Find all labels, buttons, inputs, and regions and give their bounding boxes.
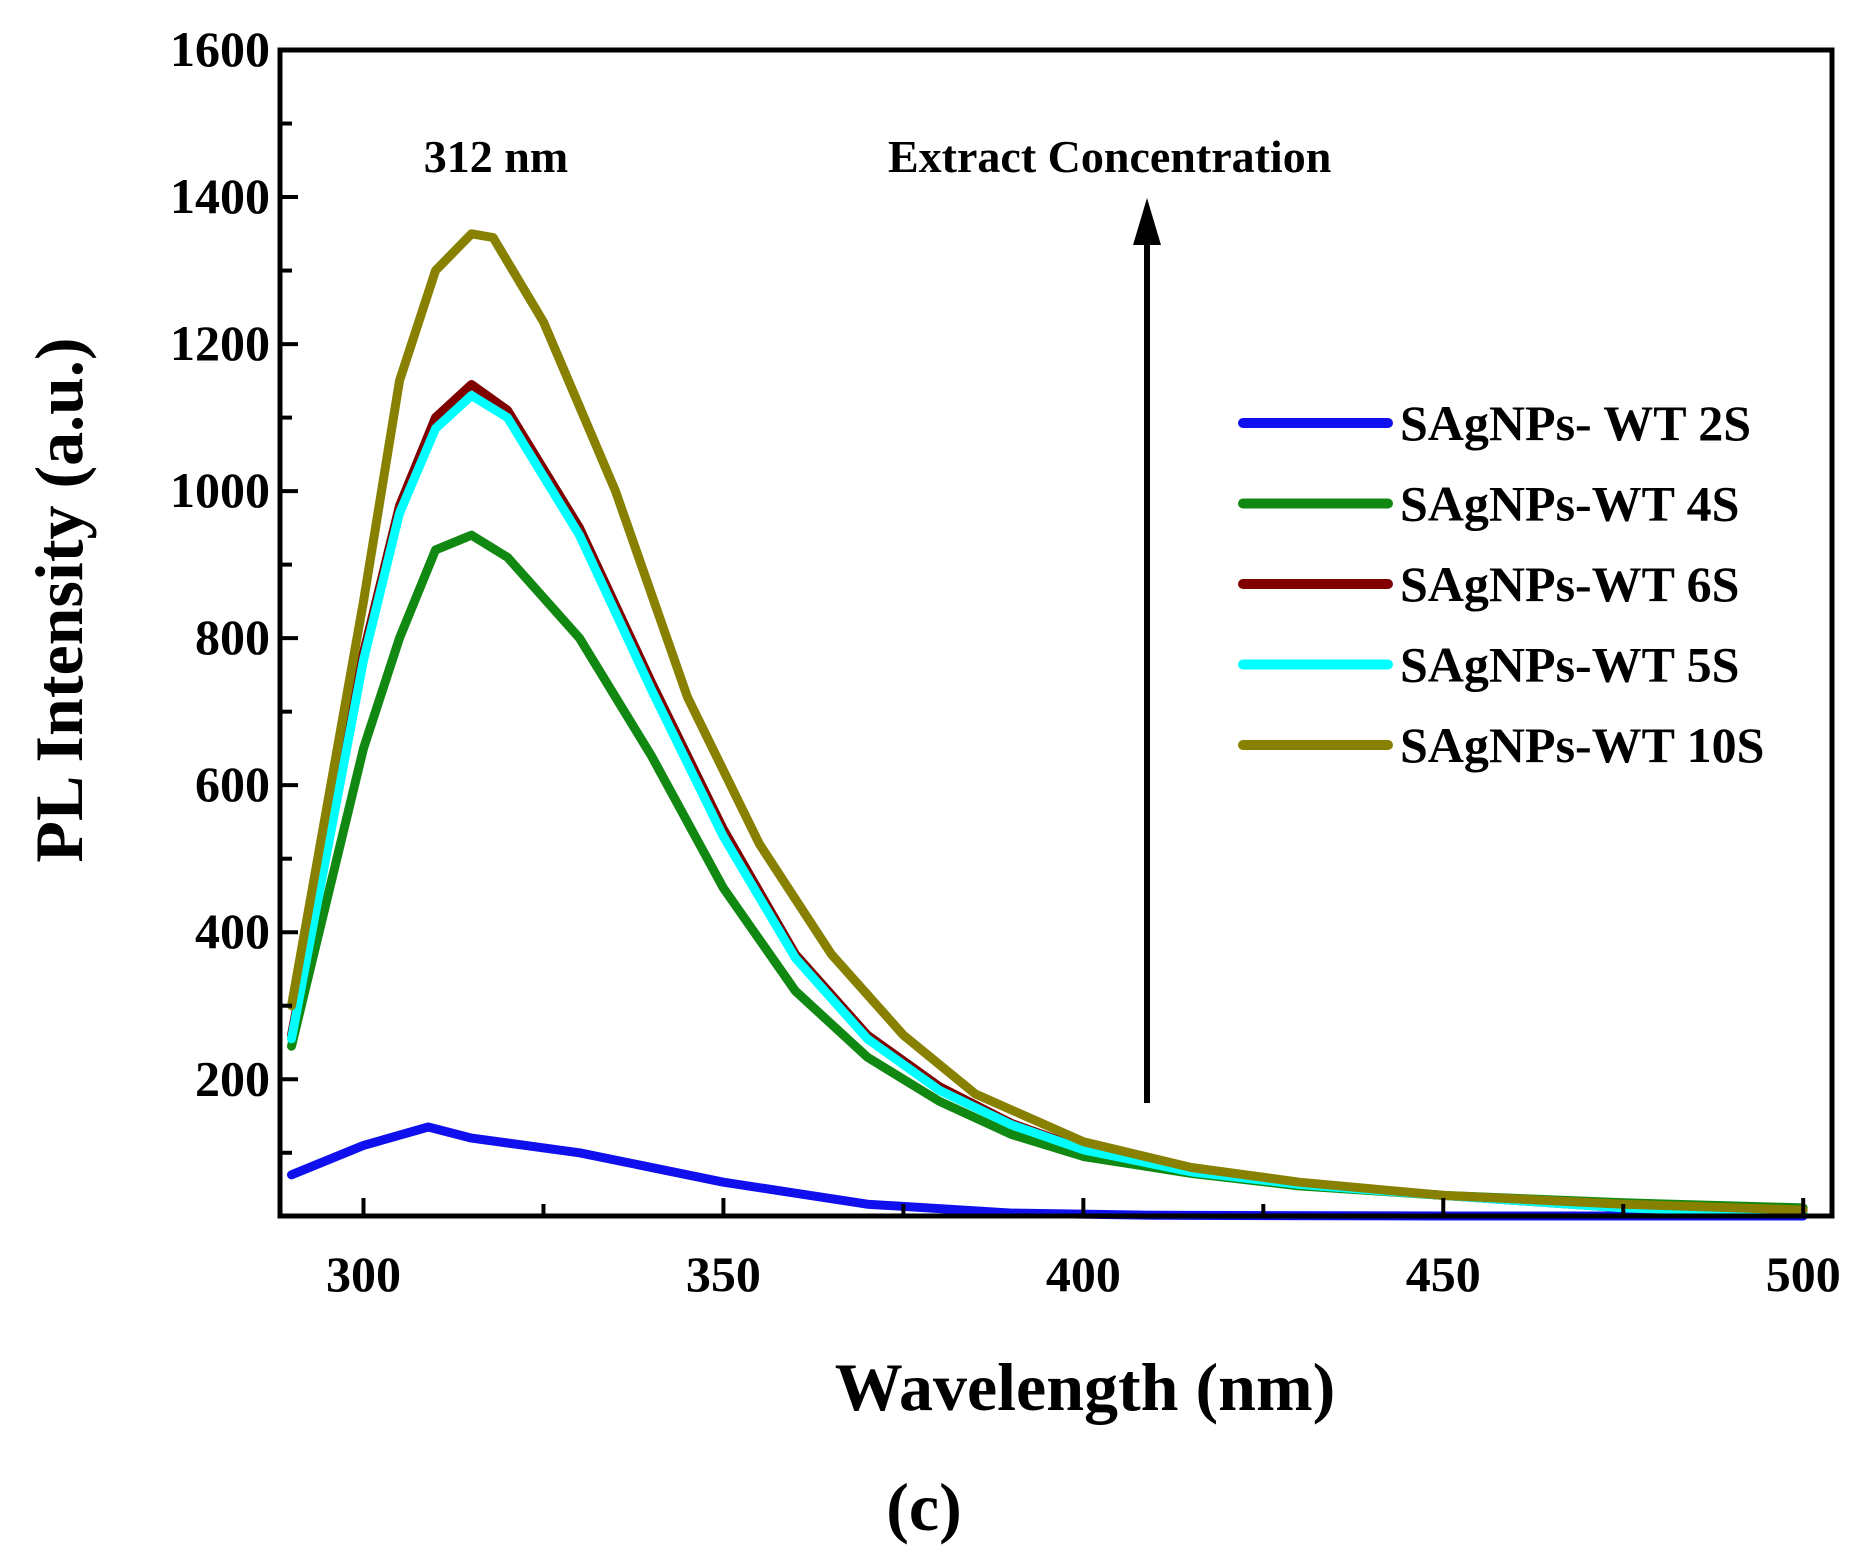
y-tick-labels: 200 400 600 800 1000 1200 1400 1600 (170, 21, 270, 1106)
legend-item: SAgNPs-WT 6S (1238, 556, 1739, 612)
legend-item: SAgNPs-WT 5S (1238, 637, 1739, 693)
legend-label: SAgNPs-WT 10S (1400, 717, 1764, 773)
peak-annotation: 312 nm (424, 131, 568, 182)
plot-frame (277, 47, 1835, 1219)
legend-item: SAgNPs- WT 2S (1238, 395, 1751, 451)
y-tick-label: 1400 (170, 168, 270, 224)
x-tick-label: 300 (326, 1246, 401, 1302)
y-tick-label: 1000 (170, 462, 270, 518)
x-tick-label: 450 (1406, 1246, 1481, 1302)
y-tick-label: 400 (195, 903, 270, 959)
y-tick-label: 1200 (170, 315, 270, 371)
x-tick-label: 500 (1766, 1246, 1841, 1302)
axis-ticks (280, 48, 1806, 1216)
legend-item: SAgNPs-WT 10S (1238, 717, 1764, 773)
y-tick-label: 600 (195, 756, 270, 812)
legend-label: SAgNPs- WT 2S (1400, 395, 1751, 451)
legend-item: SAgNPs-WT 4S (1238, 476, 1739, 532)
y-tick-label: 200 (195, 1050, 270, 1106)
arrow-annotation: Extract Concentration (888, 131, 1331, 182)
y-tick-label: 1600 (170, 21, 270, 77)
x-tick-labels: 300 350 400 450 500 (326, 1246, 1841, 1302)
legend: SAgNPs- WT 2S SAgNPs-WT 4S SAgNPs-WT 6S SAg… (1238, 395, 1764, 773)
legend-label: SAgNPs-WT 4S (1400, 476, 1739, 532)
y-tick-label: 800 (195, 609, 270, 665)
legend-label: SAgNPs-WT 6S (1400, 556, 1739, 612)
panel-label: (c) (886, 1469, 961, 1545)
legend-label: SAgNPs-WT 5S (1400, 637, 1739, 693)
x-tick-label: 350 (686, 1246, 761, 1302)
x-axis-title: Wavelength (nm) (835, 1349, 1336, 1425)
series-line-4 (287, 229, 1808, 1215)
y-axis-title: PL Intensity (a.u.) (21, 337, 97, 862)
x-tick-label: 400 (1046, 1246, 1121, 1302)
concentration-arrow (1133, 198, 1161, 1103)
